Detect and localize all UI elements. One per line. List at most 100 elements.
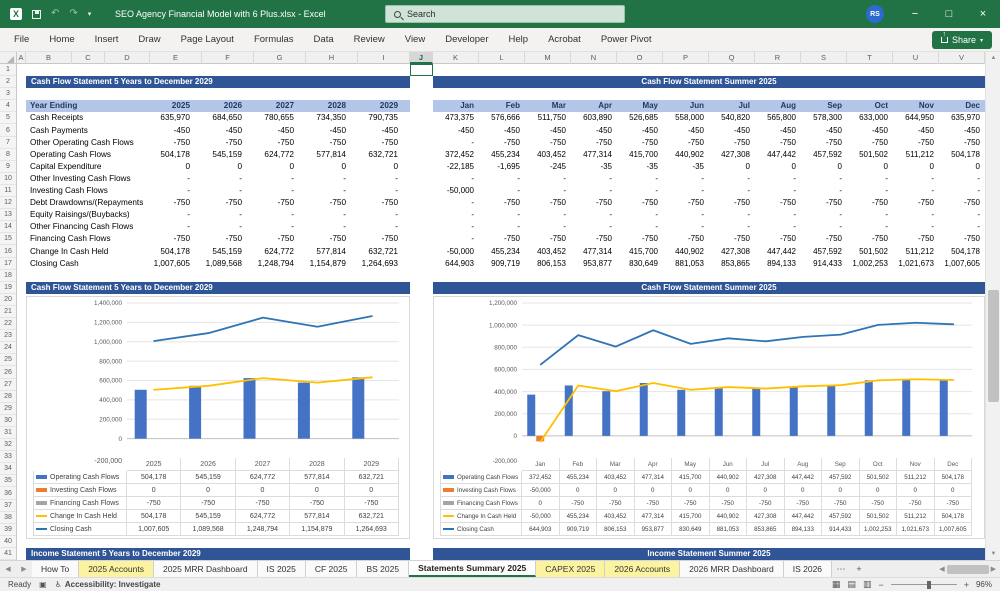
row-header-37[interactable]: 37	[0, 500, 16, 512]
cell[interactable]: -	[343, 210, 346, 220]
column-header-C[interactable]: C	[72, 52, 105, 64]
cell[interactable]: -	[701, 173, 704, 183]
row-header-11[interactable]: 11	[0, 185, 16, 198]
cell[interactable]: -750	[549, 198, 566, 208]
monthly-column-header[interactable]: May	[642, 101, 658, 111]
cell[interactable]: -	[793, 173, 796, 183]
monthly-column-header[interactable]: Mar	[551, 101, 566, 111]
cell[interactable]: 578,300	[813, 113, 842, 123]
row-header-32[interactable]: 32	[0, 439, 16, 452]
ribbon-tab-insert[interactable]: Insert	[94, 34, 119, 45]
cell[interactable]: 440,902	[675, 149, 704, 159]
monthly-column-header[interactable]: Feb	[505, 101, 520, 111]
monthly-column-header[interactable]: Dec	[965, 101, 980, 111]
cell[interactable]: -	[931, 222, 934, 232]
cell[interactable]: -750	[687, 137, 704, 147]
row-header-38[interactable]: 38	[0, 512, 16, 524]
cell[interactable]: -	[517, 186, 520, 195]
cell[interactable]: -	[239, 186, 242, 195]
annual-column-header[interactable]: 2026	[223, 101, 242, 111]
column-header-M[interactable]: M	[525, 52, 571, 64]
cell[interactable]: -750	[595, 198, 612, 208]
cell[interactable]: 780,655	[264, 113, 294, 123]
cell[interactable]: 1,002,253	[852, 258, 888, 268]
column-header-H[interactable]: H	[306, 52, 358, 64]
cell[interactable]: -	[563, 186, 566, 195]
cell[interactable]: 504,178	[951, 149, 980, 159]
cell[interactable]: -	[187, 210, 190, 220]
row-header-20[interactable]: 20	[0, 294, 16, 306]
row-header-29[interactable]: 29	[0, 403, 16, 415]
zoom-slider-thumb[interactable]	[927, 580, 932, 589]
cell[interactable]: 0	[185, 161, 190, 171]
cell[interactable]: -450	[549, 125, 566, 135]
cell[interactable]: 504,178	[160, 246, 190, 256]
cell[interactable]: -750	[963, 234, 980, 244]
close-button[interactable]: ×	[979, 8, 987, 20]
horizontal-scrollbar[interactable]: ◀ ▶	[939, 561, 1000, 577]
cell[interactable]: 455,234	[491, 246, 520, 256]
cell[interactable]: -	[187, 173, 190, 183]
monthly-column-header[interactable]: Jul	[738, 101, 750, 111]
row-label[interactable]: Change In Cash Held	[30, 246, 109, 256]
row-header-12[interactable]: 12	[0, 197, 16, 210]
hscroll-right-icon[interactable]: ▶	[990, 566, 996, 573]
more-sheets-button[interactable]: ⋯	[836, 563, 846, 574]
cell[interactable]: -450	[687, 125, 704, 135]
cell[interactable]: -	[701, 222, 704, 232]
section-header-income-monthly[interactable]: Income Statement Summer 2025	[433, 548, 985, 560]
cell[interactable]: -	[655, 173, 658, 183]
cell[interactable]: -750	[733, 234, 750, 244]
cell[interactable]: -	[343, 186, 346, 195]
cell[interactable]: -450	[733, 125, 750, 135]
cell[interactable]: 644,903	[445, 258, 474, 268]
cell[interactable]: 457,592	[813, 149, 842, 159]
cell[interactable]: 372,452	[445, 149, 474, 159]
cell[interactable]: -750	[871, 198, 888, 208]
select-all-corner[interactable]	[0, 52, 17, 64]
cell[interactable]: -35	[646, 161, 658, 171]
monthly-column-header[interactable]: Apr	[598, 101, 612, 111]
cell[interactable]: 477,314	[583, 246, 612, 256]
ribbon-tab-review[interactable]: Review	[353, 34, 385, 45]
cell[interactable]: -	[839, 222, 842, 232]
row-header-16[interactable]: 16	[0, 246, 16, 258]
cell[interactable]: 545,159	[212, 149, 242, 159]
cell[interactable]: -	[747, 186, 750, 195]
annual-column-header[interactable]: 2028	[327, 101, 346, 111]
sheet-tab-capex-2025[interactable]: CAPEX 2025	[536, 561, 606, 577]
column-header-E[interactable]: E	[150, 52, 202, 64]
sheet-tab-cf-2025[interactable]: CF 2025	[305, 561, 358, 577]
cell[interactable]: 633,000	[859, 113, 888, 123]
cell[interactable]: -	[885, 173, 888, 183]
section-header-income-annual[interactable]: Income Statement 5 Years to December 202…	[26, 548, 410, 560]
cell[interactable]: 830,649	[629, 258, 658, 268]
cell[interactable]: 635,970	[160, 113, 190, 123]
ribbon-tab-power-pivot[interactable]: Power Pivot	[600, 34, 652, 45]
cell[interactable]: -22,185	[446, 161, 474, 171]
column-header-R[interactable]: R	[755, 52, 801, 64]
minimize-button[interactable]: −	[911, 8, 919, 20]
ribbon-tab-data[interactable]: Data	[313, 34, 334, 45]
ribbon-tab-help[interactable]: Help	[508, 34, 529, 45]
cell[interactable]: -	[343, 222, 346, 232]
vertical-scroll-thumb[interactable]	[988, 290, 999, 402]
row-header-27[interactable]: 27	[0, 379, 16, 391]
scroll-up-icon[interactable]: ▲	[990, 55, 997, 61]
cell[interactable]: -450	[225, 125, 242, 135]
cell[interactable]: -	[977, 173, 980, 183]
cell[interactable]: -	[655, 222, 658, 232]
cell[interactable]: -	[609, 210, 612, 220]
zoom-in-icon[interactable]: +	[963, 579, 969, 590]
cell[interactable]: -750	[641, 234, 658, 244]
cell[interactable]: -	[609, 173, 612, 183]
cell[interactable]: -	[931, 173, 934, 183]
cell[interactable]: -450	[641, 125, 658, 135]
sheet-tab-bs-2025[interactable]: BS 2025	[357, 561, 410, 577]
row-header-6[interactable]: 6	[0, 125, 16, 137]
cell[interactable]: -750	[173, 198, 190, 208]
cell[interactable]: -	[931, 186, 934, 195]
zoom-slider[interactable]	[890, 580, 957, 589]
cell[interactable]: -	[563, 222, 566, 232]
row-header-8[interactable]: 8	[0, 149, 16, 161]
